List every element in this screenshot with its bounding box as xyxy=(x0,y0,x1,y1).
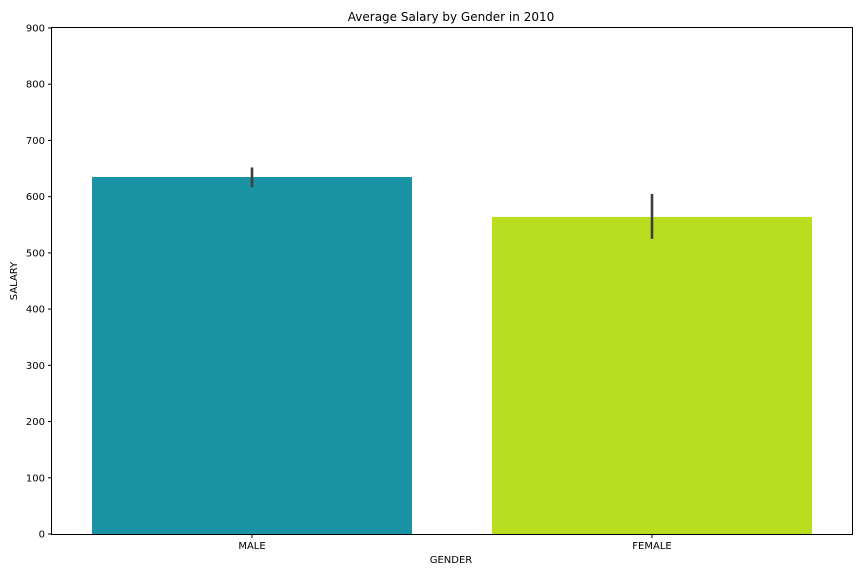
chart-title: Average Salary by Gender in 2010 xyxy=(348,10,554,24)
y-tick-label: 400 xyxy=(26,305,45,316)
bar-male xyxy=(92,176,412,534)
y-axis-label: SALARY xyxy=(9,261,20,300)
bars-layer xyxy=(92,176,812,534)
y-tick-label: 600 xyxy=(26,192,45,203)
y-tick-label: 300 xyxy=(26,361,45,372)
y-axis-ticks: 0 100 200 300 400 500 600 700 800 900 xyxy=(26,24,52,541)
y-tick-label: 0 xyxy=(39,530,45,541)
y-tick-label: 800 xyxy=(26,80,45,91)
y-tick-label: 200 xyxy=(26,417,45,428)
x-tick-label: FEMALE xyxy=(632,541,671,552)
x-tick-label: MALE xyxy=(238,541,265,552)
plot-frame xyxy=(51,27,853,535)
x-axis-ticks: MALE FEMALE xyxy=(238,534,672,552)
y-tick-label: 500 xyxy=(26,248,45,259)
y-tick-label: 100 xyxy=(26,473,45,484)
error-bars-layer xyxy=(250,167,654,239)
y-tick-label: 700 xyxy=(26,136,45,147)
bar-female xyxy=(492,216,812,534)
y-tick-label: 900 xyxy=(26,24,45,35)
x-axis-label: GENDER xyxy=(430,555,473,566)
